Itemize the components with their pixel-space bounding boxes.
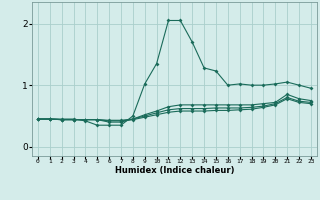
X-axis label: Humidex (Indice chaleur): Humidex (Indice chaleur) xyxy=(115,166,234,175)
